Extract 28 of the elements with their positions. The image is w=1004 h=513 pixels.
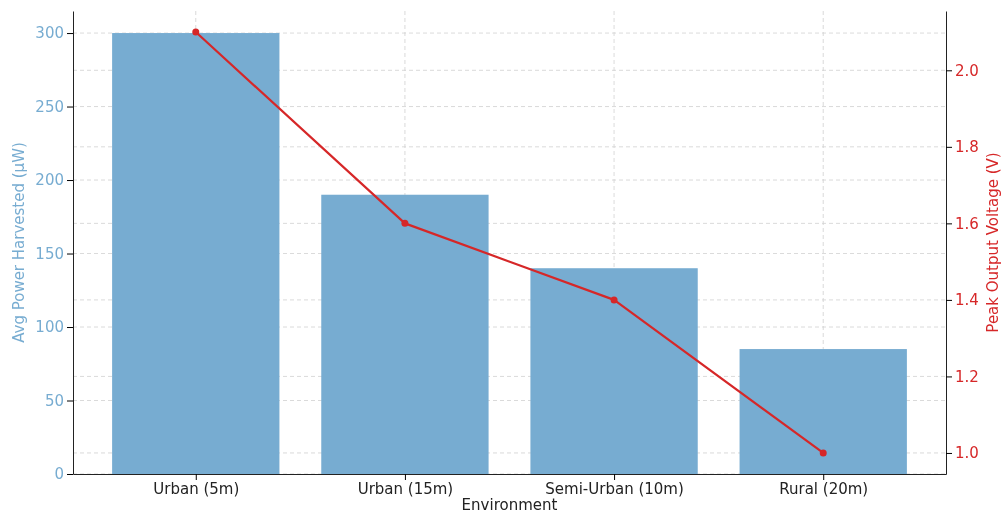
- y-tick-label: 300: [35, 24, 64, 43]
- y2-tick-label: 1.4: [955, 291, 979, 310]
- x-tick-label: Urban (5m): [153, 479, 240, 498]
- y-axis-title: Avg Power Harvested (µW): [10, 142, 28, 343]
- y2-tick-label: 2.0: [955, 61, 979, 80]
- y-tick-label: 150: [35, 244, 64, 263]
- point: [610, 296, 618, 304]
- point: [819, 449, 827, 457]
- bar: [321, 194, 489, 474]
- y2-tick-label: 1.6: [955, 214, 979, 233]
- y2-axis-title: Peak Output Voltage (V): [984, 152, 1002, 333]
- point: [401, 219, 409, 227]
- y-tick-label: 200: [35, 171, 64, 190]
- x-tick-label: Rural (20m): [779, 479, 869, 498]
- x-tick-label: Urban (15m): [357, 479, 454, 498]
- bar: [739, 349, 907, 474]
- y-tick-label: 250: [35, 97, 64, 116]
- y2-tick-label: 1.2: [955, 367, 979, 386]
- x-tick-label: Semi-Urban (10m): [545, 479, 684, 498]
- bar: [530, 268, 698, 474]
- y-tick-label: 100: [35, 318, 64, 337]
- point: [192, 28, 200, 36]
- y-tick-label: 50: [44, 391, 64, 410]
- bar: [112, 33, 280, 474]
- x-axis-title: Environment: [461, 496, 558, 513]
- y2-tick-label: 1.0: [955, 444, 979, 463]
- y-tick-label: 0: [54, 465, 64, 484]
- y2-tick-label: 1.8: [955, 138, 979, 157]
